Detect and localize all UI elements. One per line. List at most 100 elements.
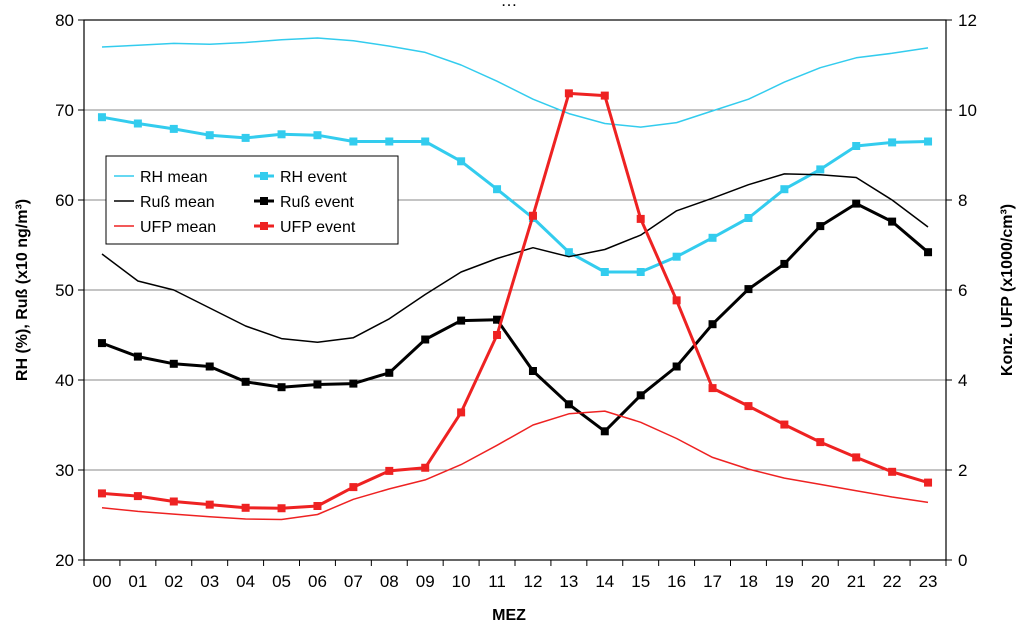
series-point-russ-event <box>528 367 537 375</box>
series-point-rh-event <box>205 131 214 140</box>
series-point-ufp-event <box>277 504 286 513</box>
legend-label-rh-event: RH event <box>280 169 347 186</box>
x-tick-label: 20 <box>811 572 830 591</box>
y-left-tick-label: 50 <box>55 281 74 300</box>
series-point-rh-event <box>852 142 861 150</box>
series-point-ufp-event <box>672 296 681 305</box>
series-point-ufp-event <box>493 331 502 339</box>
x-tick-label: 21 <box>847 572 866 591</box>
series-point-rh-event <box>457 157 466 166</box>
series-line-rh-event <box>101 115 929 274</box>
y-left-tick-label: 20 <box>55 551 74 570</box>
x-tick-label: 11 <box>488 572 506 591</box>
series-line-russ-mean <box>101 173 929 343</box>
series-point-rh-event <box>708 233 717 242</box>
series-point-ufp-event <box>457 408 466 417</box>
x-tick-label: 22 <box>883 572 902 591</box>
series-point-russ-event <box>672 362 681 371</box>
y-right-tick-label: 10 <box>958 101 977 120</box>
legend-label-rh-mean: RH mean <box>140 169 208 186</box>
legend-marker-rh-event <box>260 172 268 180</box>
series-point-russ-event <box>205 362 214 371</box>
series-point-russ-event <box>852 199 861 208</box>
series-point-russ-event <box>744 285 753 294</box>
y-left-tick-label: 60 <box>55 191 74 210</box>
legend-label-russ-mean: Ruß mean <box>140 194 215 211</box>
series-point-ufp-event <box>313 502 322 510</box>
series-point-russ-event <box>169 359 178 368</box>
series-point-ufp-event <box>636 214 645 223</box>
series-point-rh-event <box>636 268 645 276</box>
series-point-ufp-event <box>205 500 214 509</box>
x-tick-label: 10 <box>452 572 471 591</box>
series-point-ufp-event <box>528 211 537 220</box>
series-point-ufp-event <box>888 467 897 476</box>
series-point-ufp-event <box>349 483 358 492</box>
series-point-rh-event <box>816 165 825 174</box>
series-point-russ-event <box>133 352 142 361</box>
y-right-tick-label: 0 <box>958 551 967 570</box>
series-point-rh-event <box>780 185 789 194</box>
series-point-rh-event <box>133 119 142 128</box>
series-point-rh-event <box>169 124 178 133</box>
series-point-ufp-event <box>852 453 861 462</box>
legend-box <box>105 155 399 245</box>
x-tick-label: 04 <box>236 572 255 591</box>
series-point-rh-event <box>421 137 430 146</box>
x-tick-label: 12 <box>523 572 542 591</box>
series-point-ufp-event <box>780 420 789 429</box>
x-tick-label: 02 <box>164 572 183 591</box>
legend-label-russ-event: Ruß event <box>280 194 354 211</box>
series-point-russ-event <box>349 379 358 388</box>
x-tick-label: 14 <box>595 572 614 591</box>
y-axis-right-title: Konz. UFP (x1000/cm³) <box>999 204 1016 376</box>
x-tick-label: 09 <box>416 572 435 591</box>
series-point-russ-event <box>924 248 933 257</box>
series-line-russ-event <box>101 202 929 433</box>
series-point-ufp-event <box>564 89 573 98</box>
y-right-tick-label: 6 <box>958 281 967 300</box>
x-tick-label: 05 <box>272 572 291 591</box>
series-point-russ-event <box>564 400 573 409</box>
series-point-ufp-event <box>421 463 430 472</box>
series-point-russ-event <box>493 315 502 324</box>
series-point-russ-event <box>816 222 825 231</box>
series-point-rh-event <box>888 138 897 147</box>
series-point-rh-event <box>493 185 502 194</box>
x-tick-label: 15 <box>631 572 650 591</box>
series-point-rh-event <box>241 133 250 142</box>
x-tick-label: 08 <box>380 572 399 591</box>
y-right-tick-label: 2 <box>958 461 967 480</box>
y-right-tick-label: 12 <box>958 11 977 30</box>
legend-label-ufp-mean: UFP mean <box>140 219 216 236</box>
y-axis-left-title: RH (%), Ruß (x10 ng/m³) <box>14 199 31 381</box>
series-line-rh-mean <box>101 37 929 128</box>
series-point-rh-event <box>924 137 933 146</box>
series-point-rh-event <box>564 248 573 257</box>
series-point-rh-event <box>672 252 681 261</box>
series-point-russ-event <box>636 391 645 400</box>
header-text: … <box>501 0 518 10</box>
series-line-ufp-event <box>101 91 929 510</box>
x-tick-label: 06 <box>308 572 327 591</box>
x-tick-label: 13 <box>559 572 578 591</box>
x-tick-label: 17 <box>703 572 722 591</box>
x-tick-label: 18 <box>739 572 758 591</box>
x-tick-label: 01 <box>128 572 147 591</box>
x-tick-label: 23 <box>919 572 938 591</box>
series-point-rh-event <box>600 268 609 276</box>
legend-marker-ufp-event <box>260 222 268 230</box>
series-point-rh-event <box>744 214 753 222</box>
series-point-ufp-event <box>385 466 394 475</box>
series-point-rh-event <box>313 131 322 140</box>
series-point-russ-event <box>385 368 394 377</box>
y-right-tick-label: 4 <box>958 371 967 390</box>
series-point-russ-event <box>708 320 717 329</box>
series-point-ufp-event <box>924 478 933 487</box>
series-line-ufp-mean <box>101 410 929 521</box>
series-point-rh-event <box>349 137 358 146</box>
series-point-ufp-event <box>97 489 106 498</box>
legend-label-ufp-event: UFP event <box>280 219 356 236</box>
legend-marker-russ-event <box>260 197 268 205</box>
